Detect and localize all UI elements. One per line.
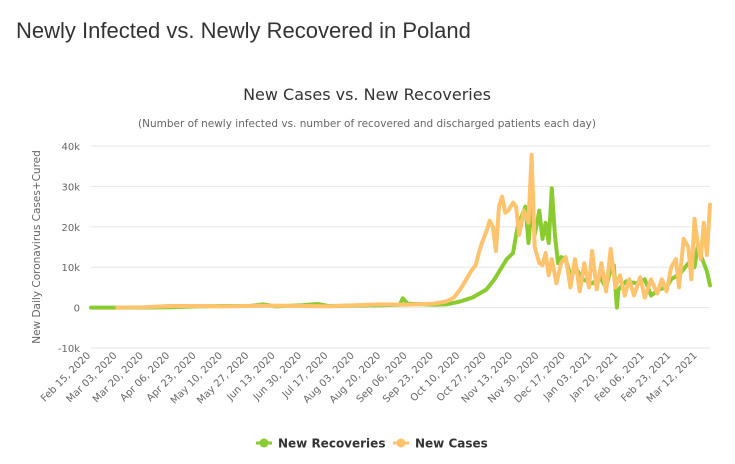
- legend-item-new-cases[interactable]: New Cases: [393, 437, 488, 451]
- legend-marker: [396, 438, 406, 448]
- legend-label: New Cases: [415, 437, 488, 451]
- y-tick-label: 40k: [61, 142, 80, 153]
- y-tick-label: 20k: [61, 223, 80, 234]
- y-tick-label: 10k: [61, 263, 80, 274]
- y-axis-title: New Daily Coronavirus Cases+Cured: [31, 150, 43, 344]
- chart-subtitle: (Number of newly infected vs. number of …: [138, 118, 596, 130]
- page-heading: Newly Infected vs. Newly Recovered in Po…: [16, 18, 471, 43]
- series-line-new-cases: [115, 152, 712, 310]
- y-tick-label: -10k: [58, 344, 80, 355]
- y-tick-label: 30k: [61, 182, 80, 193]
- series-layer: [89, 152, 712, 310]
- series-line-new-recoveries: [89, 186, 712, 310]
- y-axis-ticks: -10k 0 10k 20k 30k 40k: [58, 142, 80, 355]
- chart-title: New Cases vs. New Recoveries: [243, 85, 491, 104]
- legend-label: New Recoveries: [278, 437, 385, 451]
- y-tick-label: 0: [74, 304, 80, 315]
- grid-lines: [91, 145, 710, 349]
- legend: New Recoveries New Cases: [256, 437, 488, 451]
- legend-marker: [259, 438, 269, 448]
- legend-item-new-recoveries[interactable]: New Recoveries: [256, 437, 385, 451]
